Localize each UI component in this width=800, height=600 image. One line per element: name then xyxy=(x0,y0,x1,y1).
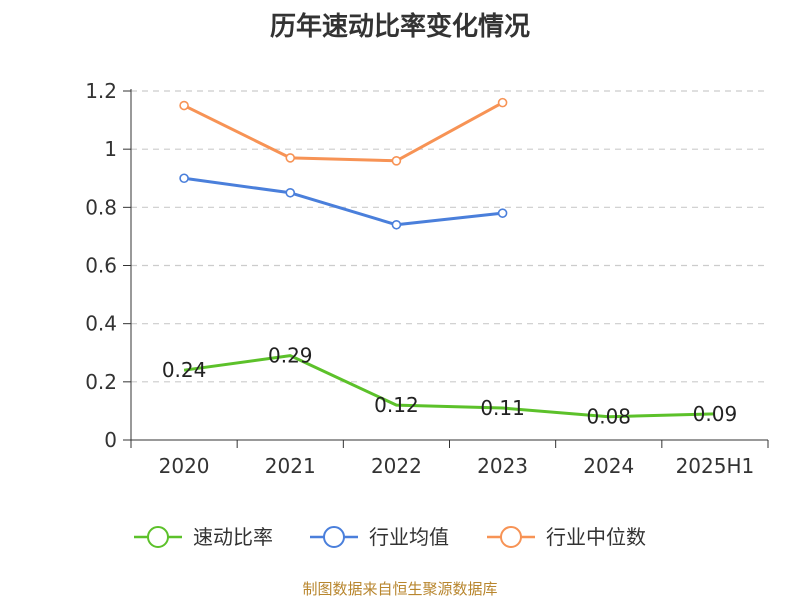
x-tick-label: 2020 xyxy=(159,454,210,478)
legend-label: 行业均值 xyxy=(369,525,449,549)
chart-title: 历年速动比率变化情况 xyxy=(269,12,530,42)
data-label: 0.29 xyxy=(268,344,313,368)
y-tick-label: 1.2 xyxy=(85,79,117,103)
series-point-1 xyxy=(285,187,296,198)
y-tick-label: 0.2 xyxy=(85,370,117,394)
source-note: 制图数据来自恒生聚源数据库 xyxy=(302,580,498,598)
axes: 0 0.2 0.4 0.6 0.8 1 1.2 2020 2021 2022 2023 2024 202… xyxy=(85,79,769,478)
legend-item-1[interactable]: 行业均值 xyxy=(310,525,449,549)
legend-item-0[interactable]: 速动比率 xyxy=(134,525,273,549)
grid-lines xyxy=(131,90,768,383)
series-point-2 xyxy=(391,156,402,166)
series-line-2 xyxy=(183,101,504,163)
x-tick-label: 2024 xyxy=(583,454,634,478)
series-point-1 xyxy=(179,173,189,184)
x-tick-label: 2023 xyxy=(477,454,528,478)
data-label: 0.24 xyxy=(162,358,207,382)
series-point-2 xyxy=(285,153,296,163)
series-lines xyxy=(179,97,715,419)
data-label: 0.11 xyxy=(480,396,525,420)
x-tick-label: 2022 xyxy=(371,454,422,478)
legend-label: 行业中位数 xyxy=(546,525,646,549)
x-tick-label: 2021 xyxy=(265,454,316,478)
series-line-0 xyxy=(183,354,715,419)
y-tick-label: 1 xyxy=(104,137,117,161)
legend[interactable]: 速动比率 行业均值 行业中位数 xyxy=(134,525,646,549)
data-label: 0.09 xyxy=(693,402,738,426)
data-label: 0.08 xyxy=(586,405,631,429)
legend-label: 速动比率 xyxy=(193,525,273,549)
y-tick-label: 0.4 xyxy=(85,312,117,336)
legend-swatch-marker xyxy=(323,526,345,548)
series-line-1 xyxy=(183,176,503,227)
series-point-2 xyxy=(179,100,189,111)
y-tick-label: 0.6 xyxy=(85,254,117,278)
x-tick-label: 2025H1 xyxy=(676,454,755,478)
series-point-2 xyxy=(497,97,508,108)
y-tick-label: 0.8 xyxy=(85,195,117,219)
legend-swatch-marker xyxy=(147,526,169,548)
legend-swatch-marker xyxy=(500,526,522,548)
series-point-1 xyxy=(497,208,508,218)
data-labels: 0.24 0.29 0.12 0.11 0.08 0.09 xyxy=(162,344,737,429)
y-tick-label: 0 xyxy=(104,428,117,452)
data-label: 0.12 xyxy=(374,393,419,417)
series-point-1 xyxy=(391,219,402,230)
legend-item-2[interactable]: 行业中位数 xyxy=(487,525,646,549)
